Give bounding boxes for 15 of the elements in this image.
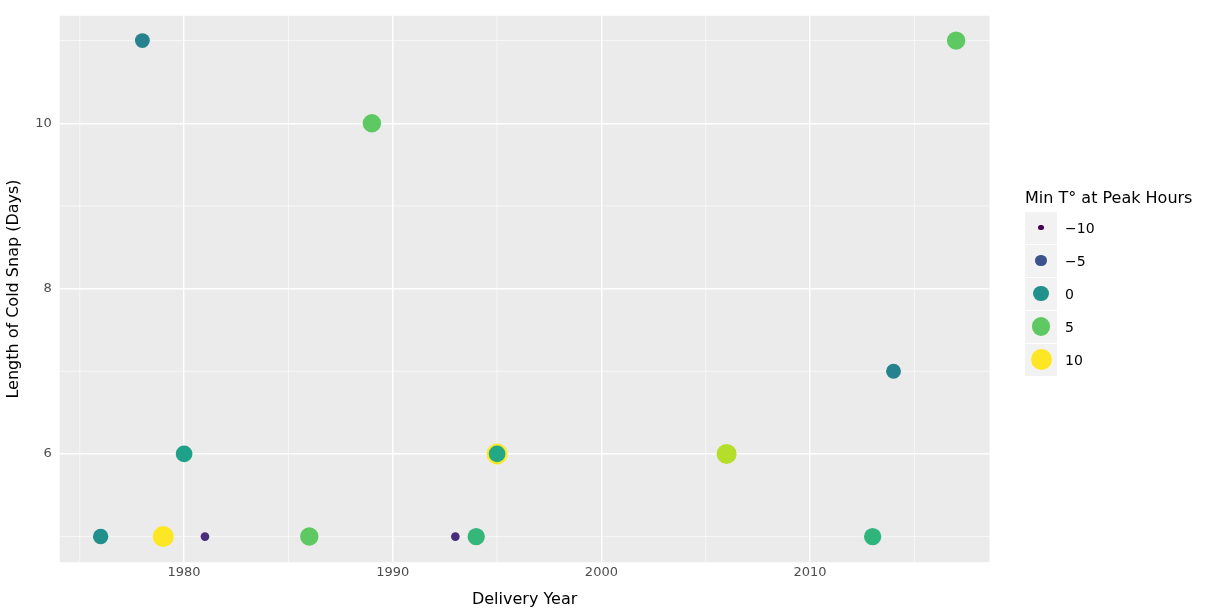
x-tick-label: 1980 bbox=[167, 564, 201, 580]
legend-label: −5 bbox=[1065, 252, 1086, 269]
legend-label: −10 bbox=[1065, 219, 1095, 236]
x-tick-label: 2000 bbox=[584, 564, 618, 580]
legend-title: Min T° at Peak Hours bbox=[1025, 188, 1193, 207]
x-axis-title: Delivery Year bbox=[471, 588, 578, 608]
y-tick-label: 6 bbox=[43, 445, 52, 461]
legend-label: 0 bbox=[1065, 285, 1074, 302]
x-tick-label: 1990 bbox=[376, 564, 410, 580]
y-axis-title: Length of Cold Snap (Days) bbox=[2, 179, 22, 399]
legend-label: 10 bbox=[1065, 351, 1083, 368]
x-tick-label: 2010 bbox=[793, 564, 827, 580]
y-tick-label: 8 bbox=[43, 279, 52, 295]
legend-label: 5 bbox=[1065, 318, 1074, 335]
y-tick-label: 10 bbox=[35, 114, 52, 130]
